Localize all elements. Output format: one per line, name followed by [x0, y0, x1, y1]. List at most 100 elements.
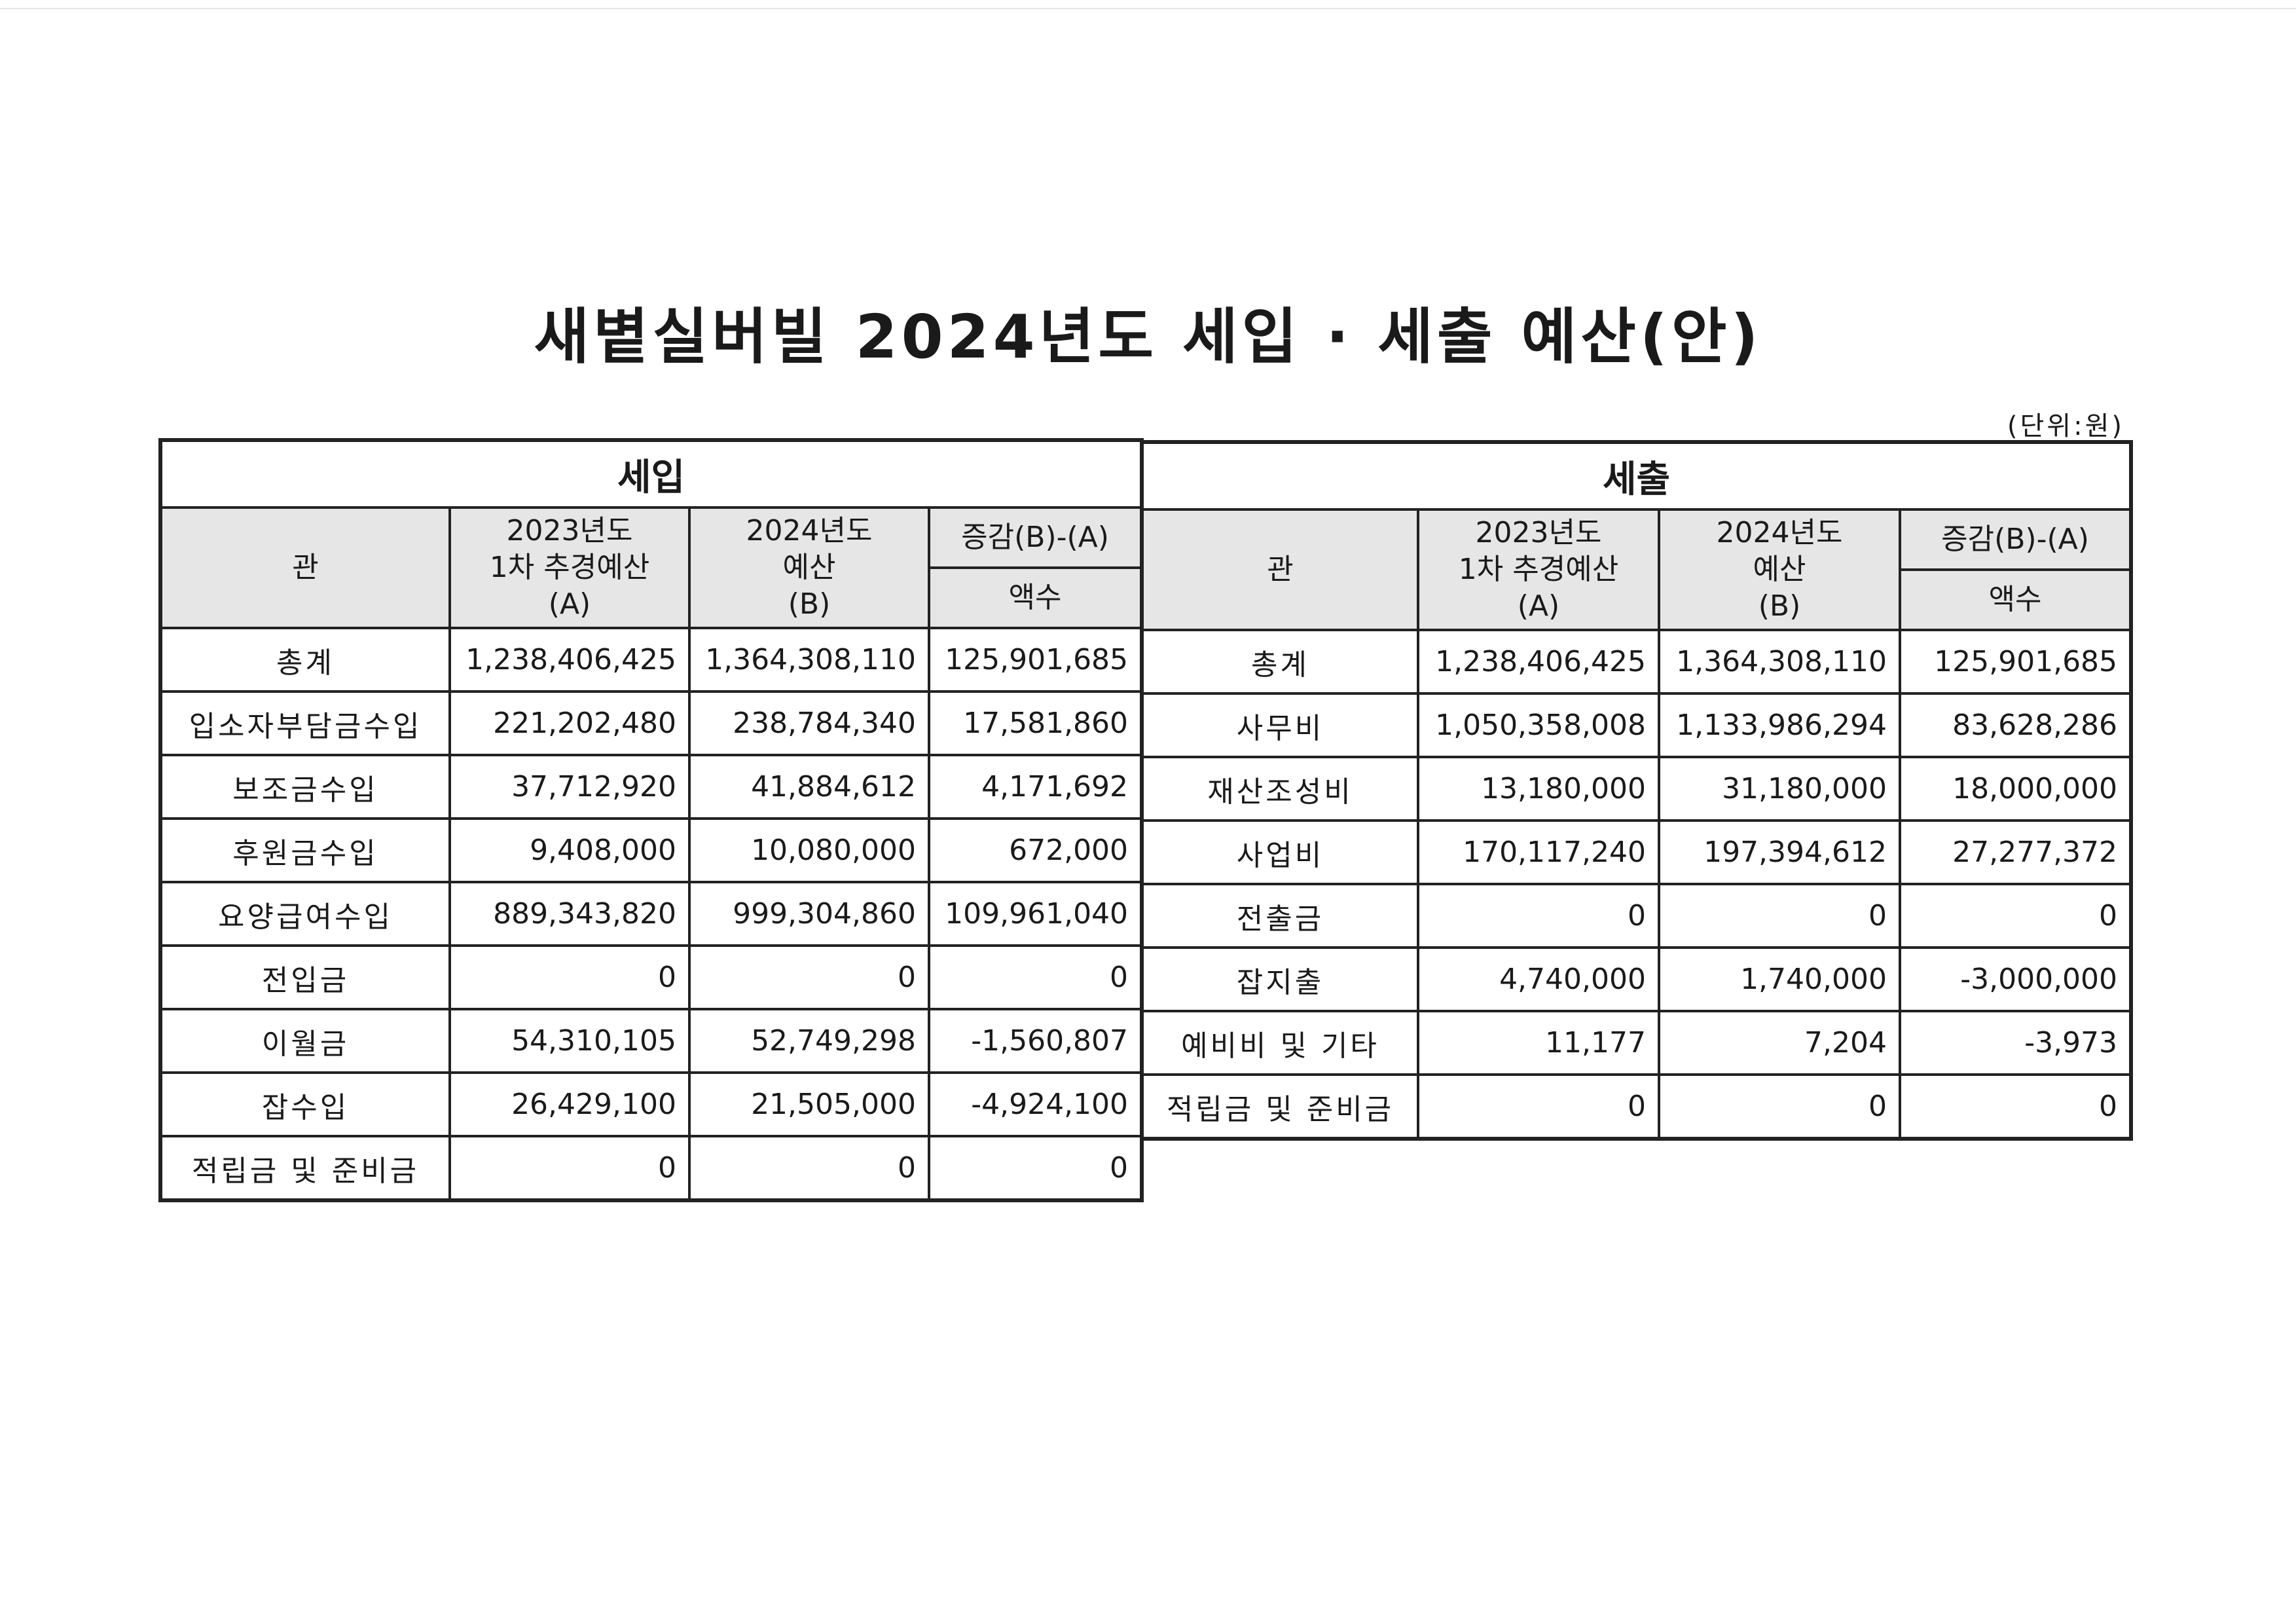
- row-value-b: 1,364,308,110: [688, 627, 930, 693]
- row-value-d: 0: [1898, 1073, 2133, 1140]
- header-category: 관: [159, 506, 451, 629]
- header-category: 관: [1140, 508, 1419, 631]
- row-value-d: -1,560,807: [927, 1008, 1144, 1074]
- row-value-d: 27,277,372: [1898, 819, 2133, 885]
- row-value-a: 0: [1417, 883, 1660, 949]
- row-value-d: 17,581,860: [927, 690, 1144, 756]
- row-category: 사업비: [1140, 819, 1419, 885]
- row-category: 예비비 및 기타: [1140, 1010, 1419, 1076]
- row-value-a: 889,343,820: [448, 881, 691, 947]
- header-line: (B): [1758, 589, 1801, 623]
- row-value-a: 170,117,240: [1417, 819, 1660, 885]
- table-row: 예비비 및 기타 11,177 7,204 -3,973: [1140, 1010, 2133, 1076]
- header-diff-amount: 액수: [1898, 568, 2133, 631]
- row-category: 사무비: [1140, 692, 1419, 758]
- row-value-d: -3,973: [1898, 1010, 2133, 1076]
- row-value-a: 0: [448, 944, 691, 1010]
- row-value-a: 9,408,000: [448, 817, 691, 883]
- row-value-d: 125,901,685: [927, 627, 1144, 693]
- section-title: 세출: [1140, 441, 2133, 511]
- row-value-a: 4,740,000: [1417, 946, 1660, 1012]
- section-title-row: 세출: [1140, 441, 2133, 511]
- row-value-b: 10,080,000: [688, 817, 930, 883]
- header-col_b: 2024년도 예산 (B): [688, 506, 930, 629]
- table-row: 입소자부담금수입 221,202,480 238,784,340 17,581,860: [159, 690, 1144, 756]
- table-row: 보조금수입 37,712,920 41,884,612 4,171,692: [159, 754, 1144, 820]
- row-value-b: 41,884,612: [688, 754, 930, 820]
- row-value-b: 7,204: [1658, 1010, 1901, 1076]
- header-col_a: 2023년도 1차 추경예산 (A): [1417, 508, 1660, 631]
- row-value-d: 4,171,692: [927, 754, 1144, 820]
- row-category: 전입금: [159, 944, 451, 1010]
- row-value-d: 0: [927, 944, 1144, 1010]
- row-value-d: -4,924,100: [927, 1071, 1144, 1137]
- row-value-a: 0: [1417, 1073, 1660, 1140]
- row-category: 후원금수입: [159, 817, 451, 883]
- row-value-a: 1,238,406,425: [1417, 629, 1660, 695]
- row-value-d: -3,000,000: [1898, 946, 2133, 1012]
- header-line: 1차 추경예산: [489, 551, 650, 584]
- header-row: 관 2023년도 1차 추경예산 (A) 2024년도 예산 (B) 증감(B)-(A): [1140, 508, 2133, 631]
- row-category: 적립금 및 준비금: [1140, 1073, 1419, 1140]
- header-line: (B): [788, 587, 831, 621]
- table-row: 총계 1,238,406,425 1,364,308,110 125,901,685: [1140, 629, 2133, 695]
- section-title-row: 세입: [158, 439, 1144, 509]
- row-value-d: 83,628,286: [1898, 692, 2133, 758]
- header-row-sub: 액수: [1142, 568, 2133, 631]
- row-category: 요양급여수입: [159, 881, 451, 947]
- row-category: 입소자부담금수입: [159, 690, 451, 756]
- row-value-b: 1,740,000: [1658, 946, 1901, 1012]
- unit-label: (단위:원): [2007, 411, 2124, 441]
- table-row: 잡지출 4,740,000 1,740,000 -3,000,000: [1140, 946, 2133, 1012]
- row-value-d: 109,961,040: [927, 881, 1144, 947]
- row-value-b: 1,133,986,294: [1658, 692, 1901, 758]
- table-row: 사무비 1,050,358,008 1,133,986,294 83,628,286: [1140, 692, 2133, 758]
- header-line: 2024년도: [746, 514, 873, 547]
- row-value-d: 0: [927, 1135, 1144, 1202]
- row-value-b: 21,505,000: [688, 1071, 930, 1137]
- row-category: 총계: [159, 627, 451, 693]
- row-value-d: 125,901,685: [1898, 629, 2133, 695]
- header-row-sub: 액수: [160, 566, 1144, 629]
- page-title: 새볕실버빌 2024년도 세입 · 세출 예산(안): [534, 302, 1762, 372]
- row-value-d: 18,000,000: [1898, 756, 2133, 822]
- header-line: 1차 추경예산: [1458, 553, 1619, 586]
- row-category: 이월금: [159, 1008, 451, 1074]
- header-line: 2024년도: [1716, 516, 1843, 549]
- row-value-b: 1,364,308,110: [1658, 629, 1901, 695]
- row-category: 재산조성비: [1140, 756, 1419, 822]
- row-category: 잡수입: [159, 1071, 451, 1137]
- row-value-b: 0: [688, 1135, 930, 1202]
- row-value-b: 999,304,860: [688, 881, 930, 947]
- row-value-b: 31,180,000: [1658, 756, 1901, 822]
- row-value-a: 1,238,406,425: [448, 627, 691, 693]
- row-value-b: 0: [688, 944, 930, 1010]
- header-line: (A): [548, 587, 591, 621]
- table-row: 적립금 및 준비금 0 0 0: [1140, 1073, 2133, 1140]
- table-row: 총계 1,238,406,425 1,364,308,110 125,901,685: [159, 627, 1144, 693]
- header-line: 2023년도: [1475, 516, 1602, 549]
- row-value-a: 11,177: [1417, 1010, 1660, 1076]
- row-value-a: 54,310,105: [448, 1008, 691, 1074]
- row-value-a: 0: [448, 1135, 691, 1202]
- row-value-b: 197,394,612: [1658, 819, 1901, 885]
- revenue-table: 세입 관 2023년도 1차 추경예산 (A) 2024년도 예산 (B) 증감(B)-(A) 액…: [158, 438, 1144, 1202]
- table-row: 이월금 54,310,105 52,749,298 -1,560,807: [159, 1008, 1144, 1074]
- page-edge-line: [0, 8, 2296, 9]
- section-title: 세입: [158, 439, 1144, 509]
- row-value-b: 0: [1658, 883, 1901, 949]
- header-diff: 증감(B)-(A): [1898, 508, 2133, 571]
- row-value-b: 52,749,298: [688, 1008, 930, 1074]
- table-row: 재산조성비 13,180,000 31,180,000 18,000,000: [1140, 756, 2133, 822]
- row-value-d: 0: [1898, 883, 2133, 949]
- expenditure-table: 세출 관 2023년도 1차 추경예산 (A) 2024년도 예산 (B) 증감(B)-(A) 액…: [1140, 440, 2134, 1141]
- table-row: 후원금수입 9,408,000 10,080,000 672,000: [159, 817, 1144, 883]
- header-line: (A): [1517, 589, 1560, 623]
- table-row: 적립금 및 준비금 0 0 0: [159, 1135, 1144, 1202]
- row-value-d: 672,000: [927, 817, 1144, 883]
- row-category: 총계: [1140, 629, 1419, 695]
- row-value-a: 13,180,000: [1417, 756, 1660, 822]
- row-value-a: 37,712,920: [448, 754, 691, 820]
- table-row: 요양급여수입 889,343,820 999,304,860 109,961,040: [159, 881, 1144, 947]
- header-line: 2023년도: [506, 514, 633, 547]
